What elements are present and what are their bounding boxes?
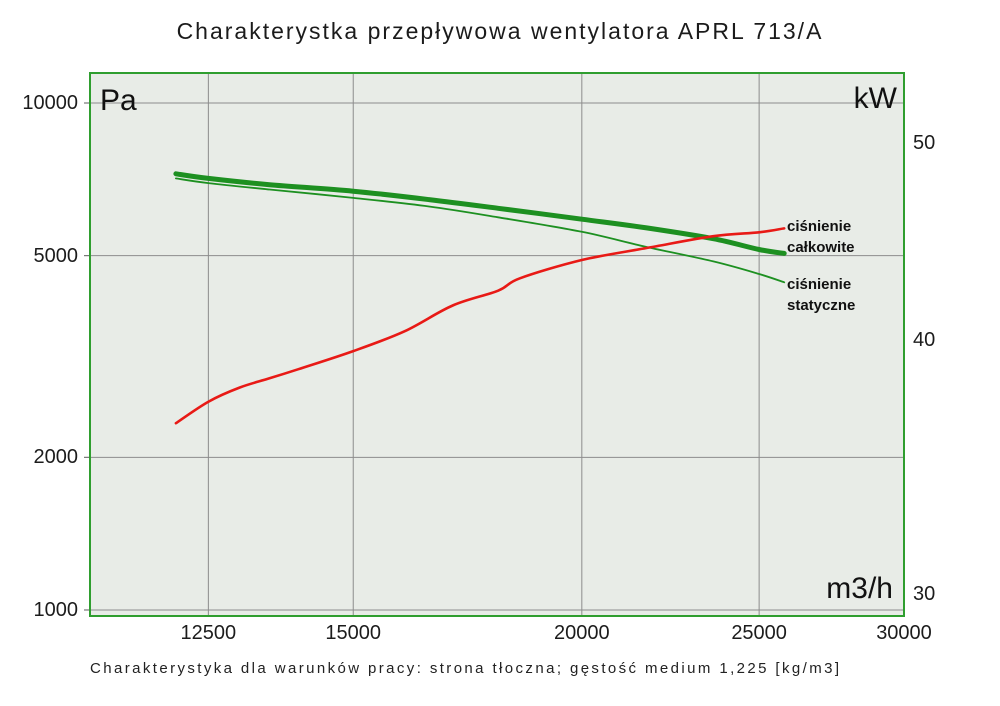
curve-label-static-pressure: ciśnienie statyczne [787,274,855,316]
curve-label-static-pressure-line2: statyczne [787,297,856,314]
curve-label-total-pressure: ciśnienie całkowite [787,216,855,258]
left-axis-unit-label: Pa [100,84,137,117]
x-axis-tick-label-15000: 15000 [325,622,382,644]
right-axis-unit-label: kW [853,82,897,115]
curve-label-static-pressure-line1: ciśnienie [787,276,852,293]
x-axis-tick-label-20000: 20000 [554,622,610,644]
right-axis-tick-label-40: 40 [913,329,936,352]
series-curve-2 [174,227,786,425]
right-axis-tick-label-50: 50 [913,132,936,155]
left-axis-tick-label-10000: 10000 [22,92,78,114]
chart-caption: Charakterystyka dla warunków pracy: stro… [90,660,842,677]
left-axis-tick-label-2000: 2000 [33,446,79,469]
plot-border [89,72,905,617]
left-axis-tick-label-1000: 1000 [33,598,79,621]
x-axis-tick-label-12500: 12500 [180,622,237,644]
right-axis-tick-label-30: 30 [913,582,936,605]
curve-label-total-pressure-line2: całkowite [787,239,855,256]
x-axis-tick-label-30000: 30000 [876,622,932,644]
series-curve-0 [173,171,787,256]
series-curve-1 [175,177,786,284]
x-axis-tick-label-25000: 25000 [731,622,787,644]
left-axis-tick-label-5000: 5000 [33,244,79,267]
x-axis-unit-label: m3/h [826,572,893,605]
plot-area [90,73,904,616]
page-title: Charakterystka przepływowa wentylatora A… [176,18,824,44]
curve-label-total-pressure-line1: ciśnienie [787,218,852,235]
